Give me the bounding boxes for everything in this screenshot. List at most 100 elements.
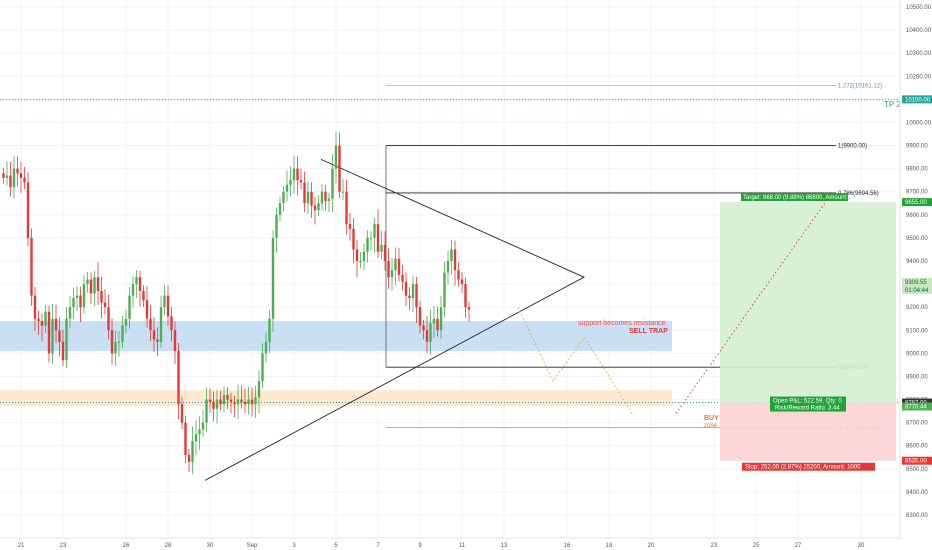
candle — [320, 184, 324, 211]
candle-body — [5, 175, 9, 178]
candle-body — [320, 191, 324, 204]
candle-body — [128, 295, 131, 319]
x-tick-label: 30 — [858, 543, 865, 549]
candle-body — [44, 311, 47, 326]
candle — [5, 161, 9, 186]
candle-body — [2, 173, 5, 178]
candle — [268, 310, 271, 353]
candle — [359, 251, 362, 269]
candle — [352, 218, 355, 264]
candle-body — [464, 284, 467, 308]
candle — [58, 317, 61, 357]
candle-body — [418, 307, 422, 326]
candle — [429, 309, 432, 355]
fib-label: 1(9900.00) — [838, 144, 867, 150]
candle-body — [446, 261, 450, 273]
x-tick-label: 7 — [376, 543, 380, 549]
candle-body — [383, 244, 387, 261]
time-axis[interactable]: 21 23 26 28 30 Sep 3 5 7 9 11 13 16 18 20 23 25 27 30 — [0, 537, 900, 549]
candle-body — [187, 454, 191, 462]
candle-body — [467, 307, 471, 310]
stop-label-box — [742, 462, 875, 471]
candle-body — [89, 279, 93, 294]
candle — [187, 448, 191, 473]
candle — [86, 271, 89, 293]
candle — [198, 416, 201, 450]
candle — [236, 384, 240, 420]
candle-body — [201, 422, 205, 430]
tp2-label: TP 2 — [884, 100, 901, 109]
candle — [254, 385, 257, 419]
y-tick-label: 9200.00 — [906, 305, 928, 311]
candle-body — [208, 399, 212, 402]
price-tag — [902, 402, 932, 411]
y-tick-label: 10400.00 — [906, 28, 932, 34]
candle — [446, 250, 450, 285]
candle-body — [352, 228, 355, 250]
candle — [212, 391, 215, 422]
candle — [380, 230, 383, 260]
price-tag-label: 8535.00 — [905, 459, 927, 465]
candle-body — [338, 145, 341, 192]
candle — [142, 285, 145, 308]
candle — [247, 386, 250, 415]
candle-body — [16, 168, 19, 174]
candle — [110, 318, 114, 365]
candle-body — [310, 191, 313, 206]
x-tick-label: Sep — [247, 543, 258, 549]
candle-body — [236, 399, 240, 405]
candle — [103, 289, 107, 315]
candle — [257, 370, 261, 414]
position-tool[interactable]: Target: 868.00 (9.88%) 86800, Amount: 10… — [720, 193, 896, 471]
pnl-label: Open P&L: 522.59, Qty: 0 — [773, 399, 842, 405]
candle-body — [303, 182, 306, 204]
y-tick-label: 9000.00 — [906, 351, 928, 357]
candle-body — [341, 191, 345, 193]
candle-body — [30, 237, 33, 296]
candle — [317, 195, 320, 216]
candle-body — [110, 330, 114, 354]
candle — [72, 287, 75, 319]
candle-body — [327, 198, 331, 201]
candle-body — [264, 341, 268, 354]
candle-body — [411, 284, 415, 298]
candle-body — [334, 145, 338, 169]
candle-body — [100, 291, 103, 303]
candle — [2, 167, 5, 184]
candle — [40, 313, 44, 342]
candle-body — [12, 168, 16, 188]
candle-body — [359, 261, 362, 262]
candle-body — [177, 351, 180, 405]
candle-body — [82, 284, 86, 308]
candle — [82, 275, 86, 314]
projection-layer — [517, 198, 829, 416]
candle — [180, 396, 184, 430]
x-tick-label: 13 — [501, 543, 508, 549]
y-tick-label: 8900.00 — [906, 374, 928, 380]
candle-body — [306, 191, 310, 204]
y-tick-label: 9700.00 — [906, 190, 928, 196]
candle — [152, 317, 156, 352]
candle-body — [439, 307, 443, 331]
candle-body — [222, 394, 226, 405]
x-tick-label: 9 — [418, 543, 422, 549]
candle — [345, 179, 348, 235]
y-tick-label: 10200.00 — [906, 74, 932, 80]
candle-body — [72, 297, 75, 308]
candle — [51, 304, 54, 365]
candle-body — [93, 277, 96, 294]
candle — [37, 310, 40, 335]
candle — [177, 342, 180, 420]
candle — [387, 248, 390, 289]
candle — [432, 305, 436, 339]
candle — [275, 207, 278, 253]
candle — [313, 196, 317, 225]
candle — [292, 155, 296, 194]
candle — [226, 387, 229, 410]
candle-body — [450, 249, 453, 261]
candle — [303, 171, 306, 213]
candle-body — [443, 272, 446, 308]
candle-body — [289, 180, 292, 185]
candle — [408, 287, 411, 311]
